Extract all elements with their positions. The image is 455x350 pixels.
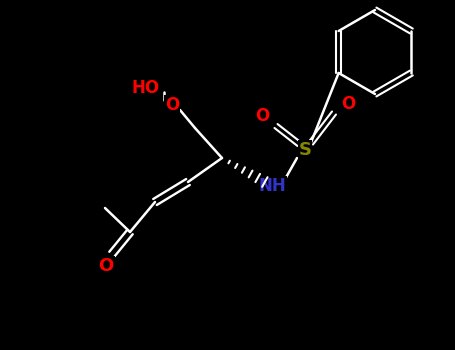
Text: S: S [298, 141, 312, 159]
Text: O: O [165, 96, 179, 114]
Text: HO: HO [132, 79, 160, 97]
Text: O: O [98, 257, 114, 275]
Text: O: O [341, 95, 355, 113]
Text: O: O [255, 107, 269, 125]
Text: NH: NH [258, 177, 286, 195]
